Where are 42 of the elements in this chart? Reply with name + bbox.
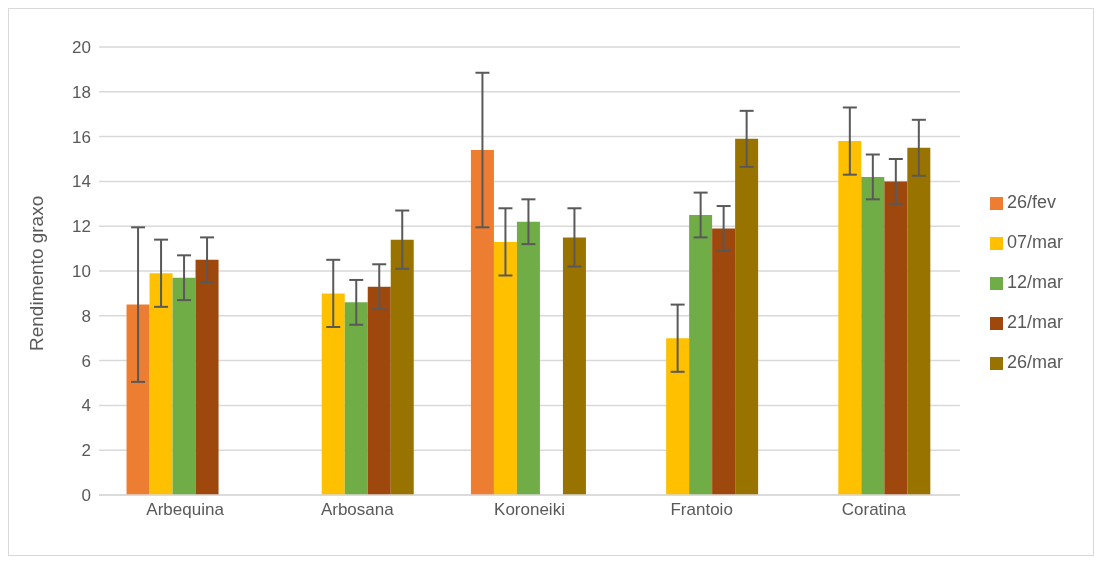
- x-tick-label: Arbosana: [320, 500, 395, 520]
- y-tick-label: 10: [72, 262, 91, 282]
- y-tick-label: 12: [72, 217, 91, 237]
- bar: [689, 215, 713, 495]
- bar: [735, 138, 759, 495]
- x-tick-label: Arbequina: [146, 500, 225, 520]
- legend-label: 26/fev: [1006, 192, 1057, 212]
- bar: [367, 286, 391, 495]
- bar: [470, 150, 494, 495]
- y-tick-label: 6: [81, 351, 91, 371]
- bar: [493, 241, 517, 495]
- y-tick-label: 20: [72, 38, 91, 58]
- bar: [907, 147, 931, 495]
- bar: [172, 277, 196, 495]
- x-tick-label: Frantoio: [670, 500, 733, 520]
- y-tick-label: 8: [81, 306, 91, 326]
- legend-label: 07/mar: [1006, 232, 1063, 252]
- bar: [712, 228, 736, 495]
- y-tick-label: 4: [81, 396, 91, 416]
- legend-label: 21/mar: [1006, 312, 1063, 332]
- bar: [149, 273, 173, 495]
- bar: [344, 302, 368, 495]
- bar: [516, 221, 540, 495]
- bar: [390, 239, 414, 495]
- bar: [666, 338, 690, 495]
- y-tick-label: 14: [72, 172, 91, 192]
- x-tick-label: Koroneiki: [494, 500, 565, 520]
- y-tick-label: 18: [72, 82, 91, 102]
- bar: [884, 181, 908, 495]
- bar: [126, 304, 150, 495]
- bar: [321, 293, 345, 495]
- legend-label: 12/mar: [1006, 272, 1063, 292]
- y-tick-label: 2: [81, 441, 91, 461]
- bar: [195, 259, 219, 495]
- y-tick-label: 16: [72, 127, 91, 147]
- bar: [562, 237, 586, 495]
- bar: [861, 176, 885, 495]
- y-tick-label: 0: [81, 486, 91, 506]
- legend-label: 26/mar: [1006, 352, 1063, 372]
- y-axis-title: Rendimento graxo: [25, 195, 47, 351]
- x-tick-label: Coratina: [841, 500, 907, 520]
- bar: [838, 141, 862, 495]
